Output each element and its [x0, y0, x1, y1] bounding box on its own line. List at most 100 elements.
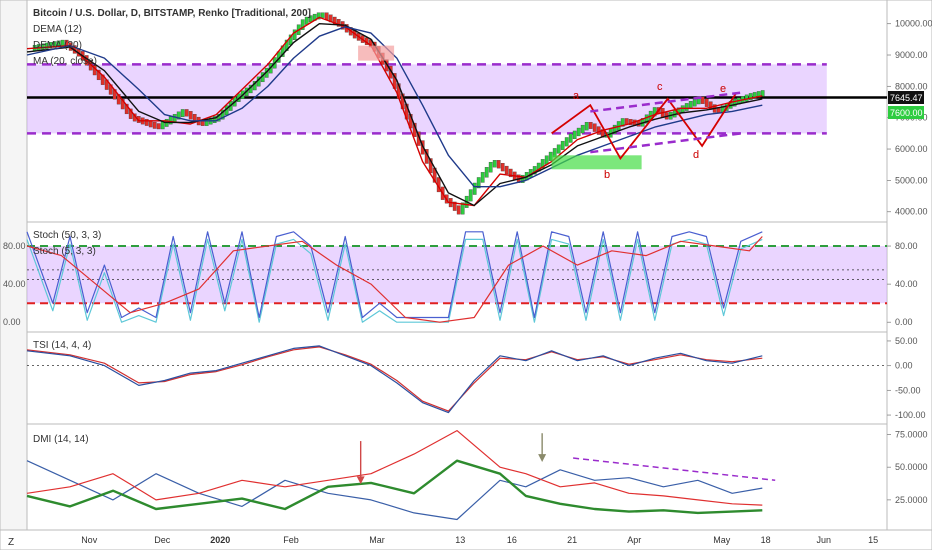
- wave-label-d: d: [693, 149, 699, 161]
- renko-brick-up: [468, 189, 473, 202]
- renko-brick-up: [540, 159, 545, 169]
- dmi-y-tick: 50.0000: [895, 462, 928, 472]
- renko-brick-up: [620, 118, 625, 127]
- tsi-layer: [26, 345, 887, 414]
- renko-brick-up: [316, 12, 321, 20]
- stoch-fast-d-line: [26, 238, 763, 323]
- renko-brick-up: [488, 161, 493, 173]
- renko-brick-up: [580, 124, 585, 134]
- x-tick-label: 13: [455, 535, 465, 545]
- renko-brick-up: [612, 124, 617, 134]
- corner-z-label[interactable]: Z: [8, 537, 14, 548]
- renko-brick-up: [584, 122, 589, 131]
- level-price-badge: [888, 106, 924, 119]
- renko-brick-up: [684, 103, 689, 111]
- x-tick-label: 15: [868, 535, 878, 545]
- tsi-y-tick: -50.00: [895, 385, 921, 395]
- stoch-y-tick: 0.00: [895, 317, 913, 327]
- x-tick-label: 2020: [210, 535, 230, 545]
- tsi-panel: [26, 331, 888, 425]
- renko-brick-down: [96, 69, 101, 81]
- renko-brick-down: [592, 123, 597, 132]
- renko-brick-down: [496, 160, 501, 169]
- renko-brick-up: [732, 99, 737, 107]
- renko-brick-down: [500, 163, 505, 172]
- renko-brick-up: [220, 109, 225, 120]
- renko-brick-up: [476, 177, 481, 189]
- renko-brick-up: [756, 91, 761, 98]
- renko-brick-up: [40, 43, 45, 50]
- wave-label-e: e: [720, 83, 726, 95]
- x-tick-label: 21: [567, 535, 577, 545]
- renko-brick-up: [480, 172, 485, 183]
- renko-brick-up: [572, 130, 577, 140]
- renko-brick-up: [320, 12, 325, 18]
- renko-brick-down: [704, 98, 709, 107]
- red-arrow-head: [356, 476, 365, 485]
- renko-brick-down: [456, 205, 461, 215]
- renko-brick-up: [212, 116, 217, 123]
- x-tick-label: 18: [761, 535, 771, 545]
- renko-brick-up: [176, 111, 181, 120]
- price-y-tick: 4000.00: [895, 207, 928, 217]
- renko-brick-down: [148, 120, 153, 128]
- stoch-layer: [26, 231, 887, 323]
- level-price-text: 7600.00: [890, 108, 923, 118]
- dmi-trend-line: [573, 457, 776, 482]
- renko-brick-up: [760, 90, 765, 97]
- renko-brick-down: [428, 158, 433, 174]
- x-tick-label: Dec: [154, 535, 171, 545]
- renko-brick-up: [556, 144, 561, 154]
- renko-brick-down: [188, 111, 193, 120]
- di-minus-line: [26, 430, 763, 506]
- renko-brick-up: [688, 101, 693, 109]
- dmi-y-tick: 75.0000: [895, 430, 928, 440]
- price-y-tick: 10000.00: [895, 19, 932, 29]
- dmi-title: DMI (14, 14): [33, 434, 89, 445]
- stoch-left-tick: 80.00: [3, 241, 26, 251]
- indicator-label-dema20: DEMA (20): [33, 40, 82, 51]
- renko-brick-up: [492, 160, 497, 168]
- price-layer: [26, 12, 887, 215]
- renko-brick-up: [484, 167, 489, 178]
- renko-brick-up: [748, 93, 753, 101]
- current-price-badge: [888, 91, 924, 104]
- x-tick-label: Nov: [81, 535, 98, 545]
- tsi-title: TSI (14, 4, 4): [33, 340, 91, 351]
- indicator-label-ma20: MA (20, close): [33, 56, 97, 67]
- renko-brick-down: [128, 108, 133, 119]
- stoch-y-tick: 80.00: [895, 241, 918, 251]
- indicator-label-dema12: DEMA (12): [33, 24, 82, 35]
- renko-brick-down: [596, 126, 601, 135]
- renko-brick-up: [460, 202, 465, 215]
- renko-brick-down: [336, 19, 341, 27]
- wave-label-b: b: [604, 169, 610, 181]
- left-gutter: [0, 0, 28, 531]
- dmi-panel: [26, 423, 888, 531]
- dema20-line: [26, 23, 763, 207]
- renko-brick-up: [680, 105, 685, 113]
- renko-brick-up: [48, 42, 53, 49]
- adx-line: [26, 459, 763, 515]
- renko-brick-up: [300, 19, 305, 30]
- x-tick-label: Apr: [627, 535, 641, 545]
- renko-brick-up: [568, 133, 573, 143]
- renko-brick-up: [560, 140, 565, 150]
- renko-brick-down: [120, 99, 125, 110]
- green-shaded-box: [551, 155, 642, 170]
- stoch-title: Stoch (50, 3, 3): [33, 230, 101, 241]
- x-tick-label: Jun: [817, 535, 832, 545]
- wave-label-a: a: [573, 90, 580, 102]
- renko-brick-down: [504, 165, 509, 175]
- renko-brick-up: [576, 127, 581, 137]
- renko-brick-down: [700, 96, 705, 104]
- dmi-layer: [26, 430, 776, 521]
- renko-brick-up: [564, 137, 569, 147]
- renko-brick-up: [752, 92, 757, 99]
- renko-brick-down: [152, 121, 157, 129]
- wave-label-c: c: [657, 81, 663, 93]
- tsi-y-tick: -100.00: [895, 410, 926, 420]
- renko-brick-down: [624, 118, 629, 125]
- renko-brick-up: [644, 114, 649, 124]
